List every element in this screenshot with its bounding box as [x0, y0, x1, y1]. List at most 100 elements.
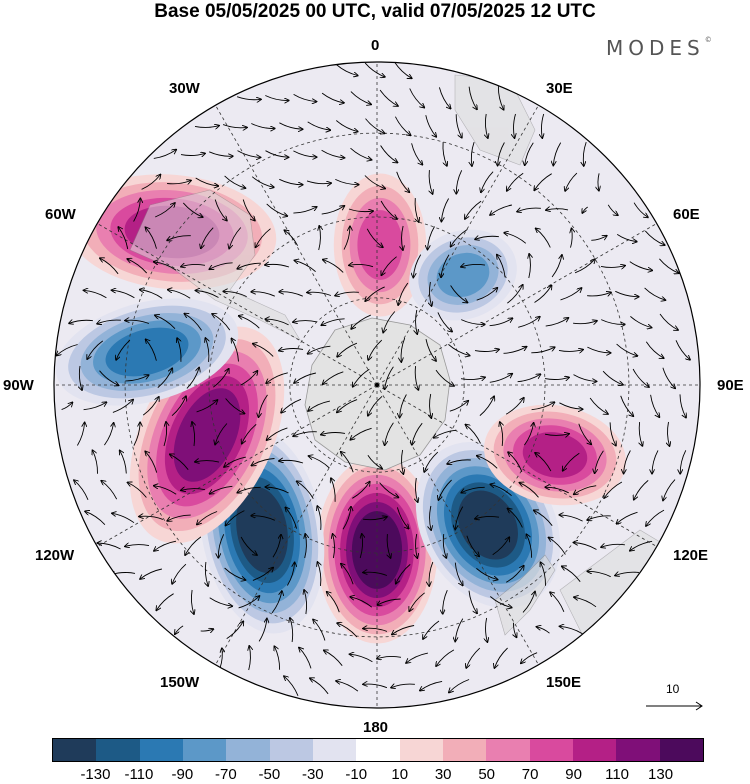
wind-arrow [201, 227, 214, 249]
wind-arrow [668, 421, 670, 446]
wind-arrow [632, 368, 649, 387]
wind-arrow [341, 564, 354, 585]
wind-arrow [74, 480, 89, 500]
wind-arrow [489, 318, 513, 327]
wind-arrow [185, 536, 202, 555]
wind-arrow [455, 618, 464, 642]
wind-arrow [223, 291, 247, 298]
colorbar-tick-label: -70 [215, 766, 237, 783]
colorbar-cell [356, 739, 400, 761]
wind-arrow [461, 486, 485, 492]
wind-arrow [224, 567, 246, 580]
wind-arrow [517, 208, 541, 212]
wind-arrow [343, 226, 350, 250]
wind-arrow [449, 401, 468, 412]
lon-label-60w: 60W [45, 206, 76, 223]
brand-logo: MODES© [606, 36, 712, 60]
wind-arrow [321, 149, 345, 158]
wind-arrow [525, 142, 534, 165]
wind-arrow [406, 652, 428, 663]
wind-arrow [529, 254, 531, 279]
wind-arrow [258, 619, 267, 642]
wind-arrow [240, 536, 257, 555]
lon-label-120w: 120W [35, 547, 75, 564]
wind-arrow [646, 509, 665, 526]
wind-arrow [265, 487, 289, 494]
wind-arrow [429, 170, 432, 194]
anomaly-contour [522, 432, 588, 478]
wind-arrow [428, 226, 435, 250]
wind-arrow [324, 650, 343, 666]
wind-arrow [321, 206, 345, 215]
wind-arrow [87, 340, 104, 359]
anomaly-center [484, 404, 626, 506]
wind-arrow [544, 377, 569, 379]
wind-arrow [435, 369, 454, 386]
wind-arrow [99, 370, 119, 386]
wind-arrow [180, 153, 205, 155]
wind-arrow [181, 264, 206, 266]
wind-arrow [306, 180, 331, 184]
wind-arrow [385, 422, 394, 445]
wind-arrow [335, 178, 358, 184]
wind-arrow [181, 489, 206, 491]
wind-arrow [615, 572, 639, 575]
wind-arrow [476, 288, 498, 301]
wind-arrow [360, 534, 362, 559]
wind-arrow [498, 142, 505, 166]
wind-arrow [466, 535, 479, 557]
wind-arrow [56, 344, 78, 356]
wind-arrow [139, 516, 164, 520]
wind-arrow [308, 345, 331, 354]
wind-arrow [251, 292, 275, 297]
wind-arrow [195, 461, 220, 463]
colorbar-tick-label: 70 [521, 766, 539, 783]
wind-arrow [448, 344, 469, 355]
pole-marker [375, 383, 379, 387]
wind-arrow [265, 150, 289, 158]
wind-arrow [350, 654, 373, 663]
wind-arrow [545, 318, 569, 327]
wind-arrow [171, 396, 186, 417]
wind-arrow [652, 450, 659, 473]
wind-arrow [209, 597, 233, 606]
wind-arrow [350, 147, 372, 160]
wind-arrow [633, 202, 648, 218]
wind-arrow [168, 290, 191, 299]
wind-arrow [337, 399, 358, 413]
wind-arrow [438, 479, 452, 500]
map-disc [54, 62, 700, 708]
wind-arrow [293, 321, 318, 323]
wind-arrow [251, 516, 275, 521]
wind-arrow [222, 124, 247, 128]
wind-arrow [471, 141, 475, 166]
wind-arrow [430, 505, 432, 530]
wind-arrow [125, 375, 148, 382]
wind-arrow [380, 200, 397, 219]
latitude-circle [124, 132, 630, 638]
wind-arrow [266, 372, 288, 383]
wind-arrow [251, 176, 274, 188]
wind-arrow [192, 422, 195, 447]
wind-arrow [587, 292, 611, 296]
wind-arrow [323, 371, 344, 384]
wind-arrow [544, 434, 569, 436]
wind-arrow [242, 424, 257, 443]
wind-arrow [335, 292, 359, 296]
wind-arrow [416, 309, 418, 334]
wind-arrow [285, 507, 298, 529]
wind-arrow [172, 563, 187, 584]
lon-label-150w: 150W [160, 674, 200, 691]
wind-arrow [380, 145, 398, 163]
wind-arrow [387, 534, 390, 558]
wind-arrow [574, 259, 595, 274]
wind-arrow [196, 400, 218, 413]
wind-arrow [226, 510, 245, 526]
wind-arrow [267, 427, 288, 440]
wind-arrow [336, 681, 359, 692]
wind-arrow [629, 261, 652, 271]
wind-arrow [77, 423, 84, 446]
wind-arrow [195, 177, 219, 186]
wind-arrow [587, 515, 611, 520]
wind-arrow [443, 534, 446, 558]
